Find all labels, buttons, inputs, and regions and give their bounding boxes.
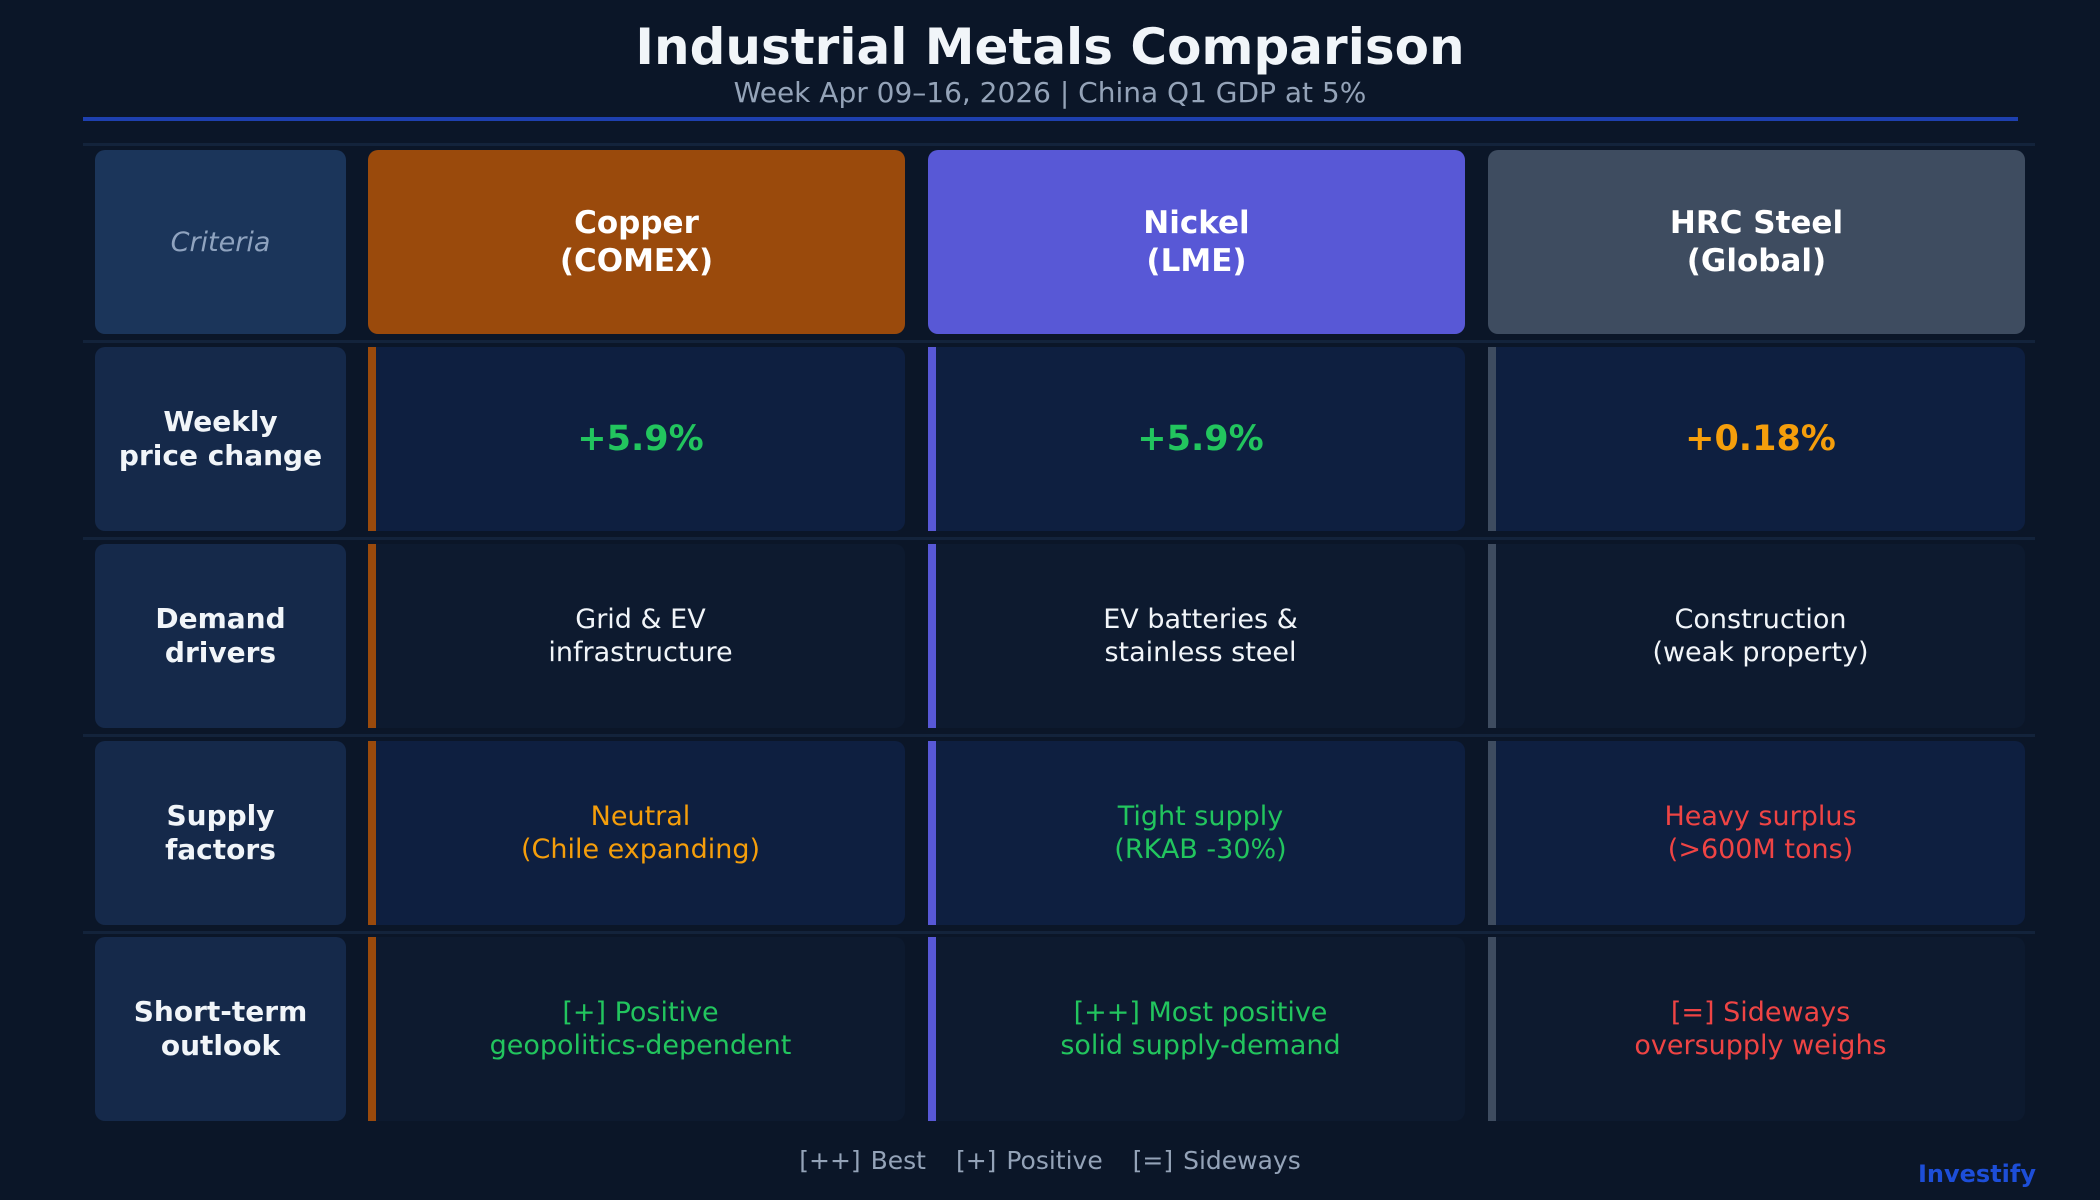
page-subtitle: Week Apr 09–16, 2026 | China Q1 GDP at 5… bbox=[733, 76, 1367, 109]
accent-bar bbox=[368, 347, 376, 531]
accent-bar bbox=[1488, 741, 1496, 925]
cell-copper: [+] Positive geopolitics-dependent bbox=[376, 937, 905, 1121]
cell-steel: Heavy surplus (>600M tons) bbox=[1496, 741, 2025, 925]
row-divider bbox=[83, 143, 2035, 146]
brand-logo: Investify bbox=[1917, 1160, 2036, 1188]
column-header-nickel: Nickel (LME) bbox=[928, 150, 1465, 334]
cell-steel: [=] Sideways oversupply weighs bbox=[1496, 937, 2025, 1121]
criteria-label: Short-term outlook bbox=[95, 937, 346, 1121]
row-divider bbox=[83, 537, 2035, 540]
cell-copper: Neutral (Chile expanding) bbox=[376, 741, 905, 925]
accent-bar bbox=[1488, 347, 1496, 531]
accent-bar bbox=[928, 544, 936, 728]
legend-positive: [+] Positive bbox=[955, 1146, 1103, 1175]
accent-bar bbox=[928, 937, 936, 1121]
accent-bar bbox=[928, 347, 936, 531]
legend-best: [++] Best bbox=[799, 1146, 926, 1175]
legend-sideways: [=] Sideways bbox=[1132, 1146, 1301, 1175]
row-divider bbox=[83, 340, 2035, 343]
column-header-copper: Copper (COMEX) bbox=[368, 150, 905, 334]
cell-copper: Grid & EV infrastructure bbox=[376, 544, 905, 728]
cell-copper: +5.9% bbox=[376, 347, 905, 531]
accent-bar bbox=[928, 741, 936, 925]
cell-nickel: Tight supply (RKAB -30%) bbox=[936, 741, 1465, 925]
accent-bar bbox=[368, 741, 376, 925]
cell-nickel: EV batteries & stainless steel bbox=[936, 544, 1465, 728]
accent-bar bbox=[1488, 937, 1496, 1121]
cell-nickel: +5.9% bbox=[936, 347, 1465, 531]
cell-steel: Construction (weak property) bbox=[1496, 544, 2025, 728]
page-title: Industrial Metals Comparison bbox=[635, 18, 1465, 76]
criteria-label: Demand drivers bbox=[95, 544, 346, 728]
legend: [++] Best [+] Positive [=] Sideways bbox=[0, 1146, 2100, 1175]
accent-bar bbox=[368, 937, 376, 1121]
accent-bar bbox=[368, 544, 376, 728]
criteria-label: Supply factors bbox=[95, 741, 346, 925]
row-divider bbox=[83, 931, 2035, 934]
column-header-criteria: Criteria bbox=[95, 150, 346, 334]
column-header-steel: HRC Steel (Global) bbox=[1488, 150, 2025, 334]
row-divider bbox=[83, 734, 2035, 737]
title-divider bbox=[83, 117, 2018, 121]
accent-bar bbox=[1488, 544, 1496, 728]
criteria-label: Weekly price change bbox=[95, 347, 346, 531]
cell-nickel: [++] Most positive solid supply-demand bbox=[936, 937, 1465, 1121]
cell-steel: +0.18% bbox=[1496, 347, 2025, 531]
